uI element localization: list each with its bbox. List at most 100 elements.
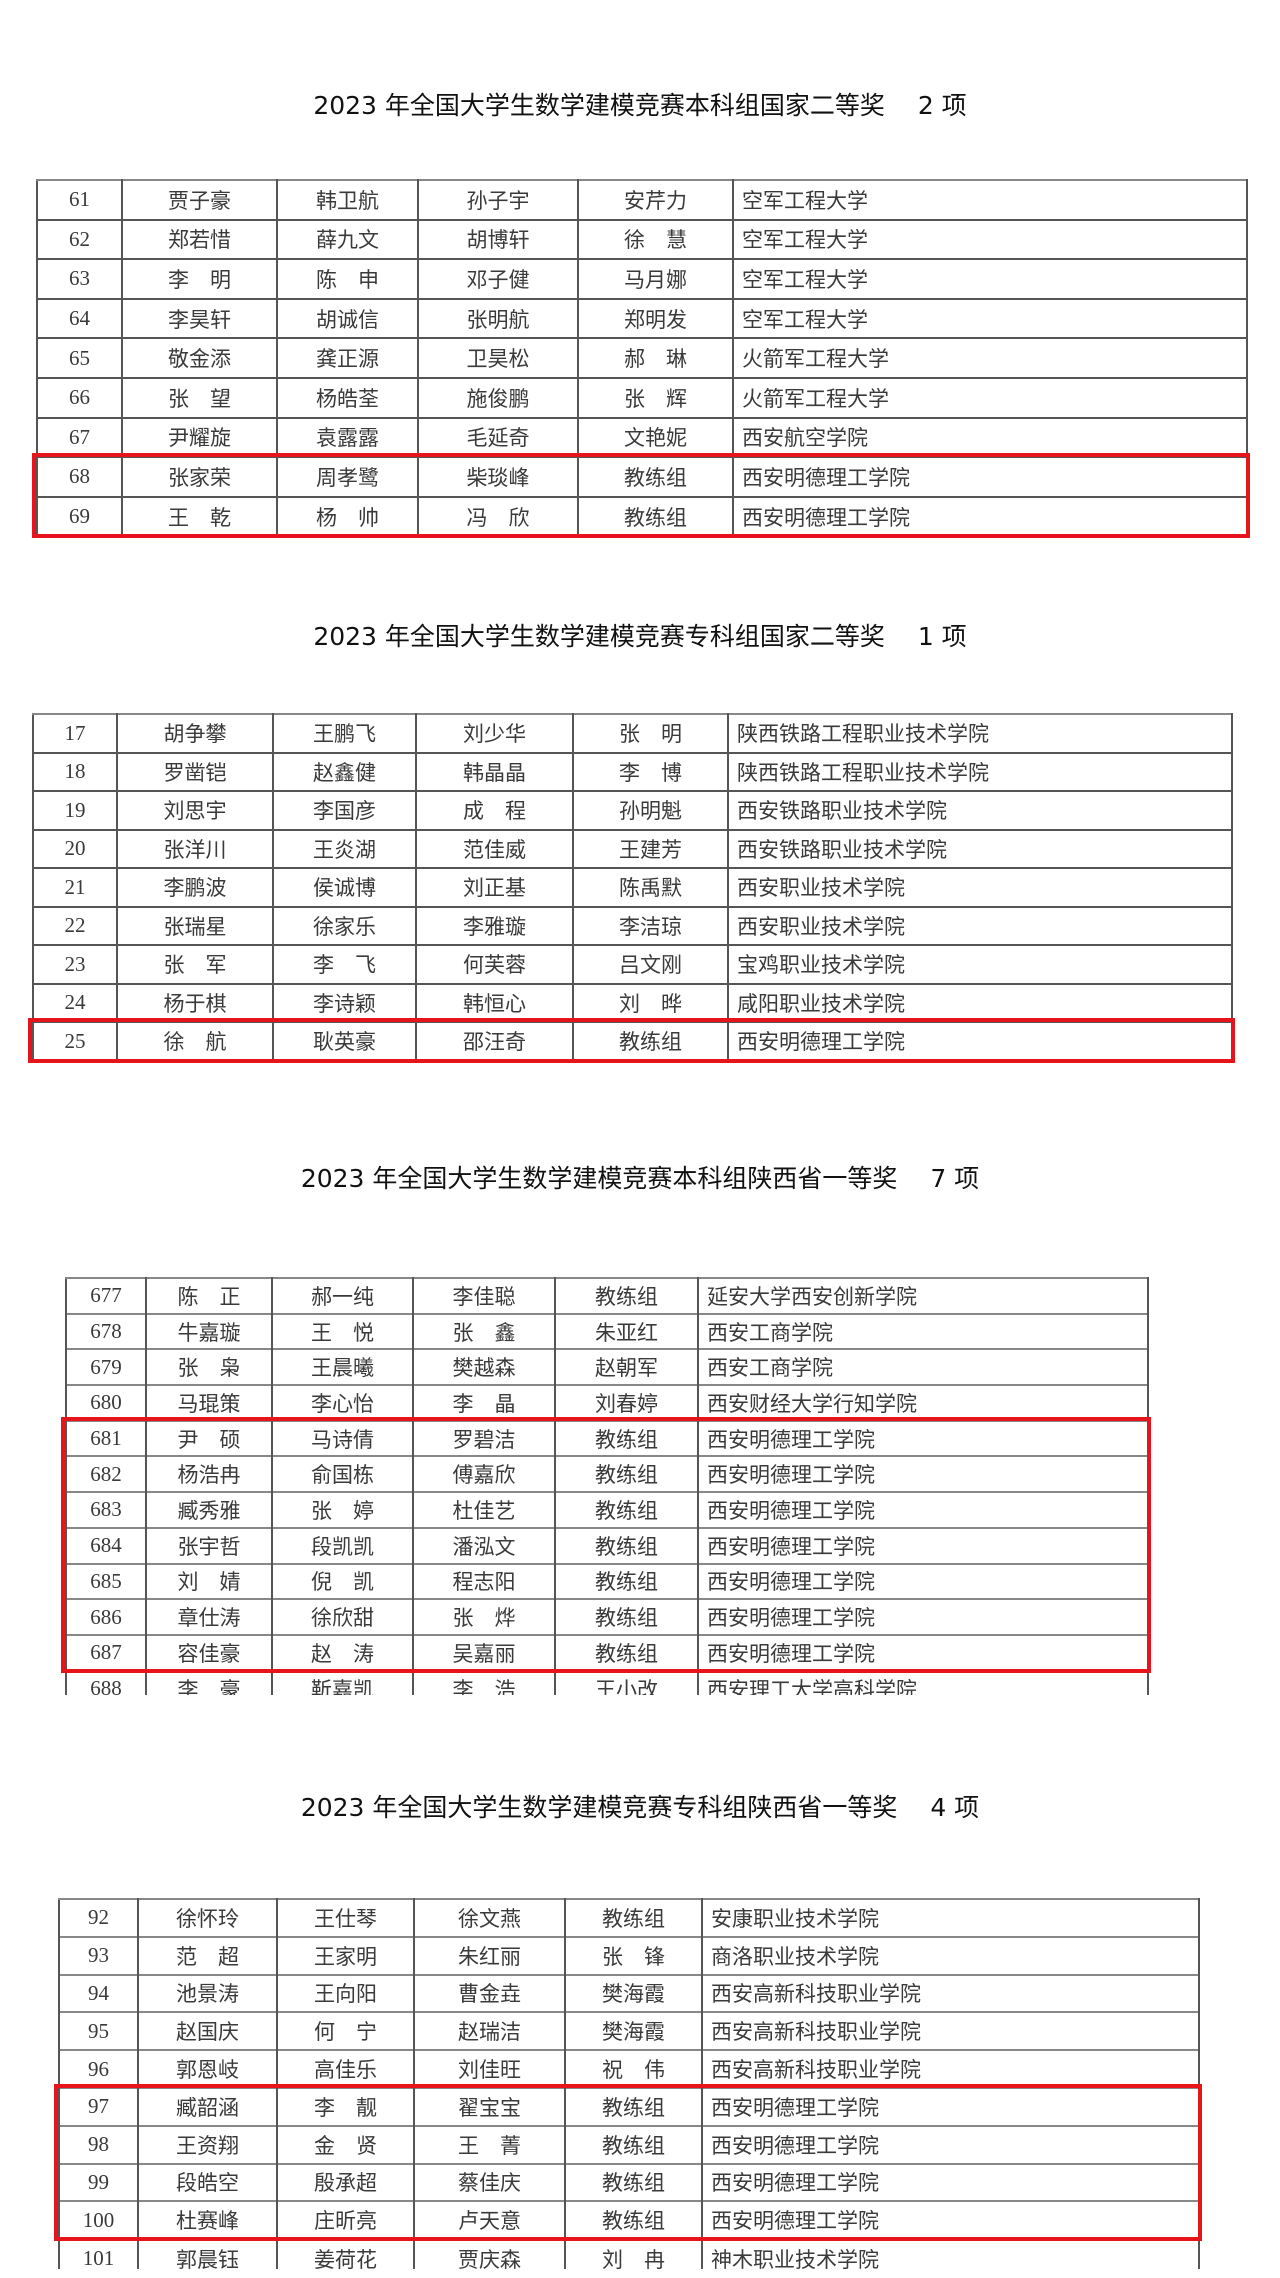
advisor-cell: 赵朝军 [554, 1348, 699, 1386]
rank-cell: 683 [65, 1491, 147, 1528]
member-cell: 赵瑞洁 [413, 2011, 566, 2051]
member-cell: 郭恩岐 [137, 2049, 278, 2088]
school-cell: 火箭军工程大学 [732, 337, 1248, 379]
table-row: 688 李 豪靳嘉凯李 浩王小改 西安理工大学高科学院 [65, 1669, 1149, 1695]
member-cell: 刘佳旺 [413, 2049, 566, 2088]
school-cell: 西安明德理工学院 [697, 1491, 1149, 1528]
member-cell: 王资翔 [137, 2124, 278, 2164]
advisor-cell: 教练组 [554, 1277, 699, 1314]
member-cell: 朱红丽 [413, 1935, 566, 1975]
member-cell: 徐文燕 [413, 1898, 566, 1937]
member-cell: 袁露露 [276, 416, 419, 459]
member-cell: 李 豪 [145, 1669, 273, 1695]
member-cell: 王向阳 [276, 1973, 415, 2013]
table-row: 685 刘 婧倪 凯程志阳 教练组 西安明德理工学院 [65, 1562, 1149, 1600]
rank-cell: 25 [32, 1021, 118, 1061]
member-cell: 柴琰峰 [417, 456, 579, 498]
advisor-cell: 教练组 [554, 1562, 699, 1600]
member-cell: 李 浩 [412, 1669, 556, 1695]
rank-cell: 22 [32, 905, 118, 946]
member-cell: 徐怀玲 [137, 1898, 278, 1937]
table-row: 93 范 超王家明 朱红丽张 锋商洛职业技术学院 [58, 1935, 1200, 1975]
member-cell: 蔡佳庆 [413, 2162, 566, 2202]
member-cell: 傅嘉欣 [412, 1455, 556, 1493]
member-cell: 邓子健 [417, 258, 579, 300]
table-row: 17 胡争攀 王鹏飞 刘少华张 明陕西铁路工程职业技术学院 [32, 713, 1233, 754]
rank-cell: 62 [36, 218, 123, 261]
school-cell: 空军工程大学 [732, 258, 1248, 300]
table-row: 680 马琨策 李心怡李 晶刘春婷 西安财经大学行知学院 [65, 1384, 1149, 1421]
member-cell: 耿英豪 [272, 1021, 417, 1061]
member-cell: 尹 硕 [145, 1419, 273, 1457]
school-cell: 西安明德理工学院 [701, 2200, 1200, 2240]
member-cell: 薛九文 [276, 218, 419, 261]
member-cell: 杨于棋 [116, 982, 274, 1023]
rank-cell: 24 [32, 982, 118, 1023]
advisor-cell: 马月娜 [577, 258, 734, 300]
member-cell: 成 程 [415, 790, 574, 831]
member-cell: 徐家乐 [272, 905, 417, 946]
member-cell: 徐欣甜 [271, 1598, 414, 1635]
table-row: 23 张 军李 飞何芙蓉 吕文刚 宝鸡职业技术学院 [32, 944, 1233, 985]
rank-cell: 685 [65, 1562, 147, 1600]
member-cell: 马琨策 [145, 1384, 273, 1421]
school-cell: 火箭军工程大学 [732, 376, 1248, 419]
member-cell: 马诗倩 [271, 1419, 414, 1457]
member-cell: 刘正基 [415, 867, 574, 908]
member-cell: 范 超 [137, 1935, 278, 1975]
member-cell: 金 贤 [276, 2124, 415, 2164]
table-row: 65 敬金添 龚正源 卫昊松郝 琳火箭军工程大学 [36, 337, 1248, 379]
table-row: 18 罗凿铠 赵鑫健 韩晶晶李 博陕西铁路工程职业技术学院 [32, 751, 1233, 792]
table-row: 94 池景涛 王向阳 曹金垚 樊海霞 西安高新科技职业学院 [58, 1973, 1200, 2013]
table-row: 95 赵国庆何 宁赵瑞洁 樊海霞 西安高新科技职业学院 [58, 2011, 1200, 2051]
member-cell: 李心怡 [271, 1384, 414, 1421]
school-cell: 西安工商学院 [697, 1312, 1149, 1350]
member-cell: 靳嘉凯 [271, 1669, 414, 1695]
member-cell: 杜佳艺 [412, 1491, 556, 1528]
rank-cell: 99 [58, 2162, 139, 2202]
member-cell: 潘泓文 [412, 1526, 556, 1564]
advisor-cell: 郑明发 [577, 297, 734, 340]
table-row: 96 郭恩岐 高佳乐 刘佳旺祝 伟西安高新科技职业学院 [58, 2049, 1200, 2088]
advisor-cell: 教练组 [554, 1455, 699, 1493]
advisor-cell: 教练组 [577, 456, 734, 498]
school-cell: 安康职业技术学院 [701, 1898, 1200, 1937]
member-cell: 臧韶涵 [137, 2086, 278, 2126]
member-cell: 韩卫航 [276, 179, 419, 221]
advisor-cell: 教练组 [564, 2162, 703, 2202]
award-table: 677 陈 正郝一纯 李佳聪 教练组 延安大学西安创新学院 678 牛嘉璇王 悦张 鑫朱亚红… [65, 1277, 1149, 1695]
member-cell: 李诗颖 [272, 982, 417, 1023]
member-cell: 毛延奇 [417, 416, 579, 459]
member-cell: 程志阳 [412, 1562, 556, 1600]
advisor-cell: 刘 冉 [564, 2238, 703, 2269]
member-cell: 刘思宇 [116, 790, 274, 831]
section-title: 2023 年全国大学生数学建模竞赛专科组陕西省一等奖 4 项 [300, 1793, 980, 1822]
member-cell: 罗碧洁 [412, 1419, 556, 1457]
rank-cell: 95 [58, 2011, 139, 2051]
rank-cell: 98 [58, 2124, 139, 2164]
section-title: 2023 年全国大学生数学建模竞赛专科组国家二等奖 1 项 [313, 622, 967, 651]
member-cell: 杨 帅 [276, 495, 419, 538]
school-cell: 延安大学西安创新学院 [697, 1277, 1149, 1314]
member-cell: 胡诚信 [276, 297, 419, 340]
school-cell: 神木职业技术学院 [701, 2238, 1200, 2269]
advisor-cell: 教练组 [554, 1598, 699, 1635]
table-row: 67 尹耀旋 袁露露 毛延奇 文艳妮 西安航空学院 [36, 416, 1248, 459]
rank-cell: 100 [58, 2200, 139, 2240]
member-cell: 池景涛 [137, 1973, 278, 2013]
rank-cell: 96 [58, 2049, 139, 2088]
member-cell: 庄昕亮 [276, 2200, 415, 2240]
member-cell: 陈 申 [276, 258, 419, 300]
school-cell: 西安明德理工学院 [701, 2086, 1200, 2126]
member-cell: 张 烨 [412, 1598, 556, 1635]
school-cell: 宝鸡职业技术学院 [727, 944, 1233, 985]
table-row: 19 刘思宇 李国彦成 程孙明魁 西安铁路职业技术学院 [32, 790, 1233, 831]
member-cell: 尹耀旋 [121, 416, 278, 459]
member-cell: 赵国庆 [137, 2011, 278, 2051]
member-cell: 敬金添 [121, 337, 278, 379]
advisor-cell: 王建芳 [572, 828, 729, 869]
school-cell: 空军工程大学 [732, 297, 1248, 340]
member-cell: 陈 正 [145, 1277, 273, 1314]
member-cell: 贾庆森 [413, 2238, 566, 2269]
advisor-cell: 李洁琼 [572, 905, 729, 946]
